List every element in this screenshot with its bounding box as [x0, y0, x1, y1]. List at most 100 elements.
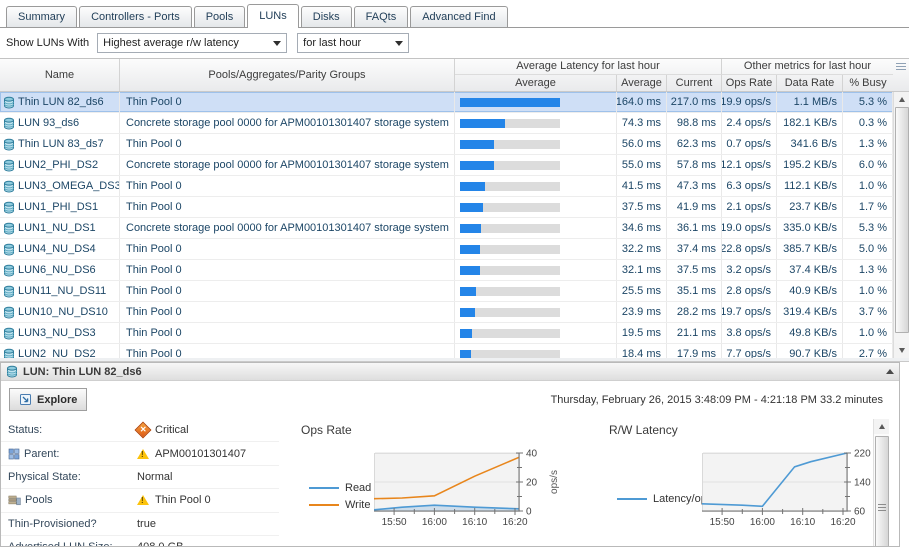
- cell-pools: Thin Pool 0: [120, 260, 455, 280]
- scrollbar-thumb[interactable]: [895, 107, 909, 333]
- legend-write: Write: [309, 496, 371, 513]
- cell-average: 19.5 ms: [617, 323, 667, 343]
- lun-icon: [3, 327, 15, 340]
- tab-advanced-find[interactable]: Advanced Find: [410, 6, 508, 27]
- cell-name: LUN 93_ds6: [0, 113, 120, 133]
- tab-disks[interactable]: Disks: [300, 6, 352, 27]
- field-label: Advertised LUN Size:: [1, 541, 137, 546]
- table-row[interactable]: LUN2_PHI_DS2 Concrete storage pool 0000 f…: [0, 155, 893, 176]
- cell-name: LUN1_NU_DS1: [0, 218, 120, 238]
- scroll-up-button[interactable]: [874, 419, 889, 434]
- detail-panel-header: LUN: Thin LUN 82_ds6: [1, 363, 899, 381]
- table-row[interactable]: LUN10_NU_DS10 Thin Pool 0 23.9 ms 28.2 ms 19…: [0, 302, 893, 323]
- table-row[interactable]: Thin LUN 82_ds6 Thin Pool 0 164.0 ms 217.0 …: [0, 92, 893, 113]
- lun-icon: [3, 285, 15, 298]
- column-header-pools[interactable]: Pools/Aggregates/Parity Groups: [120, 59, 455, 91]
- chart-title: R/W Latency: [609, 423, 678, 437]
- period-dropdown[interactable]: for last hour: [297, 33, 410, 53]
- table-row[interactable]: LUN 93_ds6 Concrete storage pool 0000 for…: [0, 113, 893, 134]
- svg-text:40: 40: [526, 449, 538, 460]
- latency-bar-track: [460, 202, 560, 212]
- table-row[interactable]: LUN6_NU_DS6 Thin Pool 0 32.1 ms 37.5 ms 3.2 …: [0, 260, 893, 281]
- chevron-down-icon: [273, 40, 282, 46]
- column-config-button[interactable]: [893, 59, 909, 91]
- column-header-ops-rate[interactable]: Ops Rate: [722, 74, 777, 91]
- column-header-average-bar[interactable]: Average: [455, 74, 617, 91]
- table-vertical-scrollbar[interactable]: [893, 92, 909, 358]
- column-header-current[interactable]: Current: [667, 74, 722, 91]
- column-header-average[interactable]: Average: [617, 74, 667, 91]
- warning-icon: [137, 448, 149, 459]
- detail-fields: Status:✕CriticalParent:APM00101301407Phy…: [1, 419, 279, 546]
- svg-text:15:50: 15:50: [710, 517, 735, 528]
- cell-ops-rate: 3.8 ops/s: [722, 323, 777, 343]
- table-row[interactable]: LUN1_PHI_DS1 Thin Pool 0 37.5 ms 41.9 ms 2.1…: [0, 197, 893, 218]
- metric-dropdown[interactable]: Highest average r/w latency: [97, 33, 288, 53]
- legend-label: Read: [345, 481, 372, 494]
- warning-icon: [137, 495, 149, 506]
- tab-controllers-ports[interactable]: Controllers - Ports: [79, 6, 192, 27]
- table-row[interactable]: LUN3_OMEGA_DS3 Thin Pool 0 41.5 ms 47.3 ms 6…: [0, 176, 893, 197]
- detail-vertical-scrollbar[interactable]: [873, 419, 889, 546]
- cell-latency-bar: [455, 113, 617, 133]
- latency-bar: [460, 223, 481, 233]
- cell-average: 32.1 ms: [617, 260, 667, 280]
- table-row[interactable]: LUN3_NU_DS3 Thin Pool 0 19.5 ms 21.1 ms 3.8 …: [0, 323, 893, 344]
- table-row[interactable]: LUN1_NU_DS1 Concrete storage pool 0000 fo…: [0, 218, 893, 239]
- latency-bar: [460, 139, 494, 149]
- arrow-up-icon: [878, 424, 885, 429]
- lun-icon: [3, 117, 15, 130]
- explore-icon: [19, 393, 32, 406]
- column-header-busy[interactable]: % Busy: [849, 76, 887, 89]
- table-row[interactable]: Thin LUN 83_ds7 Thin Pool 0 56.0 ms 62.3 ms…: [0, 134, 893, 155]
- cell-current: 17.9 ms: [667, 344, 722, 358]
- ops-rate-chart: Ops Rate Read Write 15:50 16:00 16:10 16:20 0…: [299, 417, 591, 546]
- explore-button[interactable]: Explore: [9, 388, 88, 411]
- splitter[interactable]: [0, 358, 909, 362]
- scroll-down-button[interactable]: [894, 343, 909, 358]
- cell-data-rate: 37.4 KB/s: [777, 260, 843, 280]
- arrow-down-icon: [898, 348, 905, 353]
- cell-busy: 1.3 %: [843, 260, 893, 280]
- legend-line-icon: [309, 503, 339, 506]
- field-value: 408.0 GB: [137, 541, 183, 546]
- table-row[interactable]: LUN4_NU_DS4 Thin Pool 0 32.2 ms 37.4 ms 22.8…: [0, 239, 893, 260]
- column-header-name[interactable]: Name: [0, 59, 120, 91]
- cell-latency-bar: [455, 260, 617, 280]
- scrollbar-thumb[interactable]: [875, 436, 889, 546]
- latency-bar: [460, 160, 494, 170]
- lun-icon: [3, 201, 15, 214]
- filter-bar: Show LUNs With Highest average r/w laten…: [0, 28, 410, 58]
- cell-data-rate: 182.1 KB/s: [777, 113, 843, 133]
- lun-icon: [3, 264, 15, 277]
- cell-current: 41.9 ms: [667, 197, 722, 217]
- tab-luns[interactable]: LUNs: [247, 4, 299, 28]
- cell-pools: Thin Pool 0: [120, 239, 455, 259]
- cell-ops-rate: 22.8 ops/s: [722, 239, 777, 259]
- latency-bar: [460, 97, 560, 107]
- cell-busy: 1.7 %: [843, 197, 893, 217]
- cell-data-rate: 49.8 KB/s: [777, 323, 843, 343]
- detail-field-status: Status: ✕ Critical: [1, 419, 279, 443]
- tab-pools[interactable]: Pools: [193, 6, 246, 27]
- latency-bar: [460, 202, 483, 212]
- cell-busy: 1.0 %: [843, 281, 893, 301]
- cell-average: 41.5 ms: [617, 176, 667, 196]
- tab-faqts[interactable]: FAQts: [353, 6, 409, 27]
- lun-icon: [3, 159, 15, 172]
- cell-data-rate: 385.7 KB/s: [777, 239, 843, 259]
- column-config-icon: [896, 63, 906, 71]
- cell-busy: 1.0 %: [843, 323, 893, 343]
- cell-latency-bar: [455, 92, 617, 112]
- tab-summary[interactable]: Summary: [6, 6, 78, 27]
- table-row[interactable]: LUN2_NU_DS2 Thin Pool 0 18.4 ms 17.9 ms 7.7 …: [0, 344, 893, 358]
- scroll-up-button[interactable]: [894, 92, 909, 107]
- collapse-panel-icon[interactable]: [886, 369, 894, 374]
- cell-pools: Thin Pool 0: [120, 344, 455, 358]
- column-header-data-rate[interactable]: Data Rate: [777, 74, 843, 91]
- table-row[interactable]: LUN11_NU_DS11 Thin Pool 0 25.5 ms 35.1 ms 2.…: [0, 281, 893, 302]
- latency-bar-track: [460, 118, 560, 128]
- latency-bar-track: [460, 97, 560, 107]
- cell-pools: Concrete storage pool 0000 for APM001013…: [120, 218, 455, 238]
- cell-data-rate: 40.9 KB/s: [777, 281, 843, 301]
